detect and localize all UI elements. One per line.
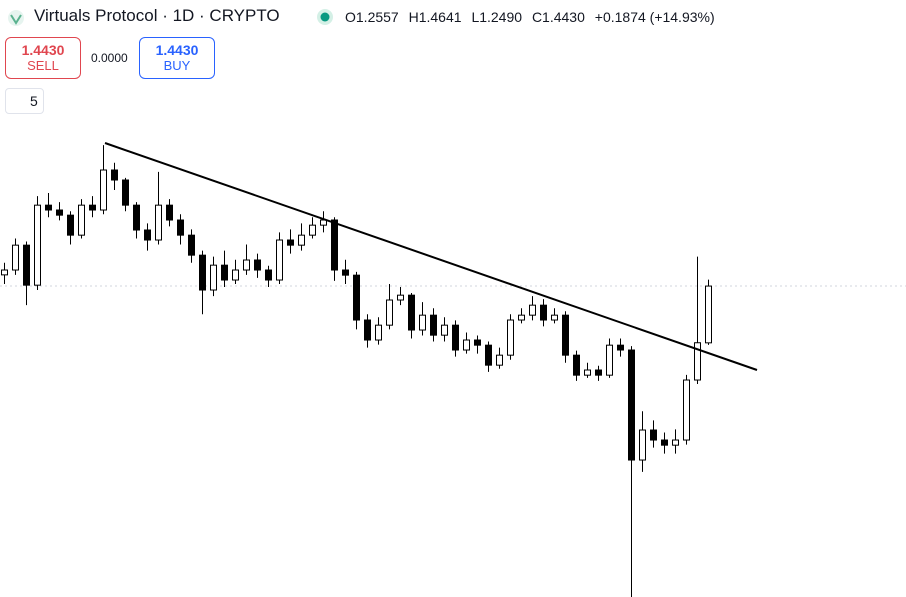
candle-body — [639, 429, 646, 461]
candle-body — [551, 314, 558, 321]
candle-body — [375, 324, 382, 341]
candle-body — [496, 354, 503, 366]
change-value: +0.1874 (+14.93%) — [594, 9, 715, 25]
candle-body — [628, 349, 635, 461]
candle-body — [441, 324, 448, 336]
candle-body — [650, 429, 657, 441]
candle-body — [155, 204, 162, 241]
candle-body — [331, 219, 338, 271]
spread: 0.0000 — [91, 51, 128, 65]
buy-label: BUY — [163, 58, 191, 73]
candle-body — [540, 304, 547, 321]
candle-body — [122, 179, 129, 206]
candle-body — [452, 324, 459, 351]
candle-body — [34, 204, 41, 286]
indicators-count: 5 — [30, 93, 38, 109]
candle-body — [210, 264, 217, 291]
candle-body — [254, 259, 261, 271]
candle-body — [683, 379, 690, 441]
candle-body — [562, 314, 569, 356]
candle-body — [89, 204, 96, 211]
symbol-logo-mark — [10, 14, 22, 25]
candle-body — [408, 294, 415, 331]
candle-body — [221, 264, 228, 281]
candle-body — [111, 169, 118, 181]
candle-body — [463, 339, 470, 351]
candle-body — [287, 239, 294, 246]
candle-body — [309, 224, 316, 236]
candle-body — [342, 269, 349, 276]
candle-body — [419, 314, 426, 331]
trend-line[interactable] — [104, 142, 758, 371]
candle-body — [298, 234, 305, 246]
candles — [1, 145, 712, 597]
symbol-title[interactable]: Virtuals Protocol · 1D · CRYPTO — [34, 6, 280, 25]
candle-body — [56, 209, 63, 216]
candle-body — [661, 439, 668, 446]
ohlc-values: O1.2557 H1.4641 L1.2490 C1.4430 +0.1874 … — [345, 9, 721, 25]
candle-body — [430, 314, 437, 336]
candle-body — [1, 269, 8, 276]
candle-body — [265, 269, 272, 281]
candle-body — [23, 244, 30, 286]
candle-body — [705, 285, 712, 344]
candle-body — [100, 169, 107, 211]
candle-body — [474, 339, 481, 346]
candle-body — [188, 234, 195, 256]
candle-body — [529, 304, 536, 316]
buy-price: 1.4430 — [155, 42, 199, 58]
candle-body — [78, 204, 85, 236]
candle-body — [584, 369, 591, 376]
candle-body — [353, 274, 360, 321]
candle-body — [45, 204, 52, 211]
candle-body — [243, 259, 250, 271]
candle-body — [518, 314, 525, 321]
candle-body — [485, 344, 492, 366]
indicators-toggle[interactable]: 5 — [5, 88, 44, 114]
close-value: C1.4430 — [531, 9, 585, 25]
candle-body — [606, 344, 613, 376]
candle-body — [386, 299, 393, 326]
candle-body — [12, 244, 19, 271]
market-status[interactable] — [320, 12, 330, 22]
low-value: L1.2490 — [471, 9, 523, 25]
buy-button[interactable]: 1.4430 BUY — [139, 37, 215, 79]
candle-body — [573, 354, 580, 376]
candle-body — [199, 254, 206, 291]
symbol-logo — [8, 10, 24, 26]
candle-body — [144, 229, 151, 241]
sell-button[interactable]: 1.4430 SELL — [5, 37, 81, 79]
candle-body — [133, 204, 140, 231]
open-value: O1.2557 — [345, 9, 399, 25]
candle-body — [177, 219, 184, 236]
candle-body — [276, 239, 283, 281]
high-value: H1.4641 — [408, 9, 462, 25]
candle-body — [397, 294, 404, 301]
candle-body — [617, 344, 624, 351]
candle-body — [672, 439, 679, 446]
candle-body — [232, 269, 239, 281]
candle-body — [595, 369, 602, 376]
candle-body — [67, 214, 74, 236]
candle-body — [166, 204, 173, 221]
candle-body — [364, 319, 371, 341]
candle-body — [694, 342, 701, 381]
candle-body — [507, 319, 514, 356]
sell-price: 1.4430 — [21, 42, 65, 58]
sell-label: SELL — [27, 58, 59, 73]
